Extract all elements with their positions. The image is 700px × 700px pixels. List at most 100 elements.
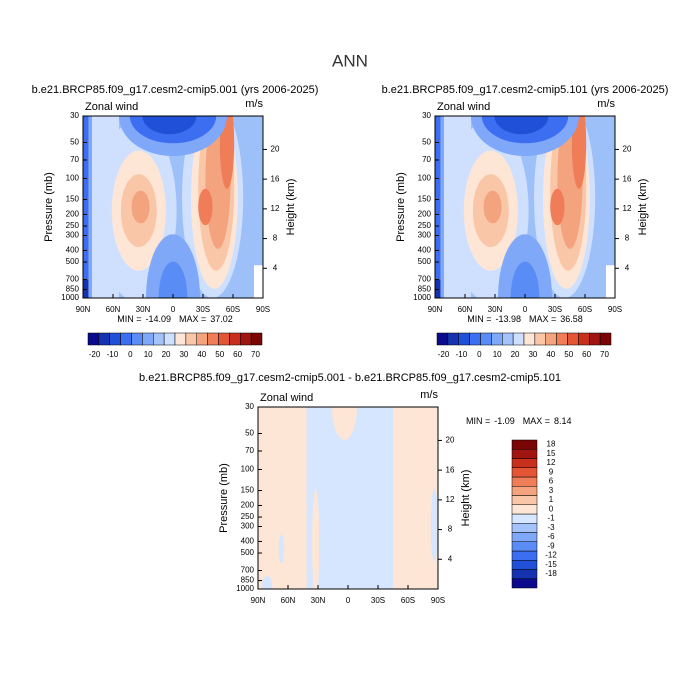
panel-title: b.e21.BRCP85.f09_g17.cesm2-cmip5.001 - b… <box>139 372 561 384</box>
colorbar-box <box>512 332 525 346</box>
colorbar-box <box>458 332 470 346</box>
colorbar-label: -6 <box>547 532 555 541</box>
colorbar-box <box>511 560 538 570</box>
colorbar-box <box>511 578 538 589</box>
x-tick-label: 0 <box>523 305 528 314</box>
contour-fill <box>510 261 540 298</box>
colorbar-box <box>469 332 481 346</box>
contour-fill <box>430 488 438 562</box>
colorbar-label: 10 <box>493 350 502 359</box>
units-label: m/s <box>420 389 438 401</box>
colorbar-box <box>511 504 538 515</box>
colorbar-box <box>511 439 538 450</box>
y2-axis-label: Height (km) <box>285 179 297 236</box>
min-label: MIN = <box>466 416 490 426</box>
contour-fill <box>312 488 320 589</box>
colorbar-label: 9 <box>549 467 554 476</box>
colorbar-label: 30 <box>179 350 188 359</box>
y-tick-label: 30 <box>245 402 254 411</box>
y2-tick-label: 8 <box>625 234 630 243</box>
colorbar-label: 40 <box>546 350 555 359</box>
y-tick-label: 50 <box>422 138 431 147</box>
x-tick-label: 60S <box>401 596 415 605</box>
colorbar-box <box>511 495 538 505</box>
x-tick-label: 90N <box>76 305 91 314</box>
colorbar-label: 60 <box>582 350 591 359</box>
y-tick-label: 70 <box>245 446 254 455</box>
field-label: Zonal wind <box>260 392 313 404</box>
colorbar-label: -15 <box>545 560 557 569</box>
x-tick-label: 90S <box>256 305 270 314</box>
y-tick-label: 700 <box>241 566 255 575</box>
contour-fill <box>142 116 197 135</box>
field-label: Zonal wind <box>85 101 138 113</box>
colorbar-label: -1 <box>547 514 555 523</box>
colorbar-box <box>511 569 538 579</box>
y2-tick-label: 8 <box>273 234 278 243</box>
y2-tick-label: 16 <box>623 174 632 183</box>
y2-tick-label: 12 <box>446 495 455 504</box>
contour-field <box>83 116 263 298</box>
stats: MIN = -13.98 MAX = 36.58 <box>467 314 583 324</box>
colorbar-label: -20 <box>89 350 101 359</box>
colorbar-box <box>185 332 197 346</box>
contour-fill <box>158 261 188 298</box>
colorbar-box <box>534 332 546 346</box>
colorbar-box <box>207 332 219 346</box>
colorbar-label: 20 <box>511 350 520 359</box>
colorbar-label: 3 <box>549 486 554 495</box>
y2-tick-label: 4 <box>448 554 453 563</box>
x-tick-label: 60N <box>106 305 121 314</box>
colorbar-box <box>196 332 208 346</box>
x-tick-label: 30N <box>136 305 151 314</box>
colorbar-box <box>229 332 241 346</box>
colorbar-box <box>447 332 459 346</box>
y-tick-label: 850 <box>418 285 432 294</box>
field-label: Zonal wind <box>437 101 490 113</box>
max-value: 8.14 <box>554 416 572 426</box>
units-label: m/s <box>245 98 263 110</box>
x-tick-label: 60N <box>281 596 296 605</box>
x-tick-label: 30S <box>196 305 210 314</box>
contour-fill <box>435 279 441 298</box>
panel-title: b.e21.BRCP85.f09_g17.cesm2-cmip5.101 (yr… <box>382 84 669 96</box>
colorbar-label: 18 <box>547 440 556 449</box>
min-value: -13.98 <box>495 314 521 324</box>
y2-tick-label: 12 <box>623 204 632 213</box>
colorbar-box <box>511 467 538 478</box>
colorbar-label: 6 <box>549 477 554 486</box>
colorbar-box <box>511 513 538 524</box>
colorbar-label: 1 <box>549 495 554 504</box>
y-tick-label: 500 <box>66 257 80 266</box>
colorbar-label: -10 <box>456 350 468 359</box>
x-tick-label: 30S <box>548 305 562 314</box>
y-tick-label: 70 <box>70 155 79 164</box>
y-tick-label: 200 <box>241 501 255 510</box>
y-tick-label: 700 <box>418 275 432 284</box>
colorbar-box <box>511 550 538 561</box>
contour-fill <box>331 407 357 440</box>
x-tick-label: 60S <box>578 305 592 314</box>
min-label: MIN = <box>117 314 141 324</box>
y-tick-label: 30 <box>422 111 431 120</box>
y-tick-label: 300 <box>418 231 432 240</box>
max-label: MAX = <box>179 314 206 324</box>
min-value: -14.09 <box>145 314 171 324</box>
y-tick-label: 400 <box>418 246 432 255</box>
colorbar-label: 40 <box>197 350 206 359</box>
contour-fill <box>261 576 273 589</box>
colorbar-box <box>250 332 263 346</box>
y2-tick-label: 4 <box>625 263 630 272</box>
y2-tick-label: 4 <box>273 263 278 272</box>
y2-axis-label: Height (km) <box>460 470 472 527</box>
y2-tick-label: 20 <box>446 436 455 445</box>
y-tick-label: 100 <box>241 465 255 474</box>
colorbar-label: 30 <box>528 350 537 359</box>
colorbar-box <box>436 332 449 346</box>
colorbar-box <box>511 458 538 468</box>
colorbar-label: 0 <box>477 350 482 359</box>
x-tick-label: 90N <box>428 305 443 314</box>
colorbar-box <box>511 523 538 533</box>
y-tick-label: 500 <box>418 257 432 266</box>
